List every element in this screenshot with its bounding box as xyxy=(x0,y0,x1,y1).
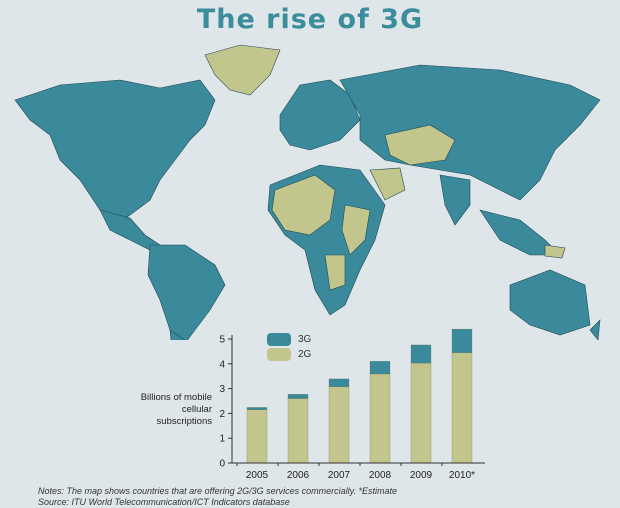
bar-2g-2009 xyxy=(410,362,432,464)
middle-east-2g xyxy=(369,167,406,201)
bar-2g-2006 xyxy=(287,398,309,464)
bar-3g-2007 xyxy=(328,378,350,388)
south-america-tip xyxy=(169,329,186,340)
x-tick-label: 2005 xyxy=(246,470,269,481)
y-tick-label: 4 xyxy=(219,359,225,370)
source: Source: ITU World Telecommunication/ICT … xyxy=(38,497,290,507)
x-tick-label: 2008 xyxy=(369,470,392,481)
x-tick-label: 2007 xyxy=(328,470,351,481)
greenland xyxy=(204,44,281,96)
legend-swatch-2g xyxy=(267,348,291,361)
bar-2g-2007 xyxy=(328,386,350,464)
bar-3g-2005 xyxy=(246,407,268,410)
india-sea xyxy=(439,174,471,226)
y-tick-label: 5 xyxy=(219,335,225,346)
y-tick-label: 2 xyxy=(219,409,225,420)
south-america xyxy=(147,244,226,340)
papua-2g xyxy=(544,244,566,259)
y-tick-label: 1 xyxy=(219,434,225,445)
legend-label-2g: 2G xyxy=(298,349,312,360)
world-map xyxy=(14,44,601,340)
new-zealand xyxy=(589,319,601,340)
bar-2g-2010 xyxy=(451,352,473,464)
east-africa-2g xyxy=(341,204,371,256)
y-tick-label: 3 xyxy=(219,384,225,395)
europe xyxy=(279,79,361,151)
bar-2g-2008 xyxy=(369,373,391,464)
x-tick-label: 2010* xyxy=(449,470,475,481)
y-axis-label: Billions of mobile cellular subscription… xyxy=(140,392,212,427)
notes: Notes: The map shows countries that are … xyxy=(38,486,397,496)
y-tick-label: 0 xyxy=(219,459,225,470)
central-asia-2g xyxy=(384,124,456,166)
legend-swatch-3g xyxy=(267,333,291,346)
north-america xyxy=(14,79,216,226)
central-africa-2g xyxy=(324,254,346,291)
page-title: The rise of 3G xyxy=(196,4,424,35)
bar-2g-2005 xyxy=(246,409,268,464)
russia-asia xyxy=(339,64,601,201)
bar-3g-2006 xyxy=(287,394,309,399)
x-tick-label: 2006 xyxy=(287,470,310,481)
legend-label-3g: 3G xyxy=(298,334,312,345)
australia xyxy=(509,269,591,336)
x-tick-label: 2009 xyxy=(410,470,433,481)
west-africa-2g xyxy=(271,174,336,236)
bar-3g-2009 xyxy=(410,344,432,364)
bar-3g-2008 xyxy=(369,361,391,375)
bar-3g-2010 xyxy=(451,328,473,353)
